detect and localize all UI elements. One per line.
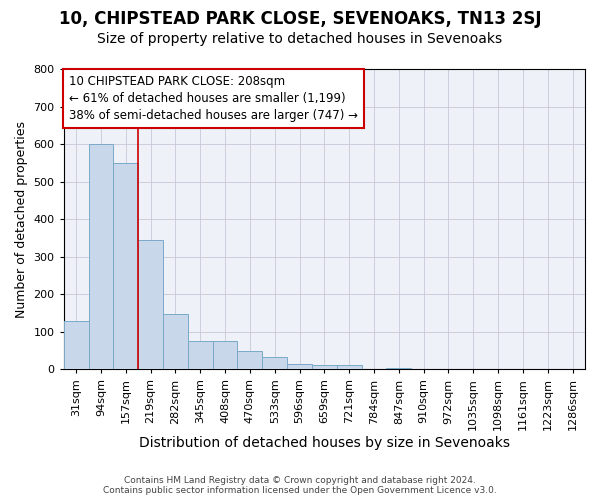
Bar bbox=[337, 365, 362, 370]
Bar bbox=[262, 357, 287, 370]
X-axis label: Distribution of detached houses by size in Sevenoaks: Distribution of detached houses by size … bbox=[139, 436, 510, 450]
Bar bbox=[64, 322, 89, 370]
Text: 10 CHIPSTEAD PARK CLOSE: 208sqm
← 61% of detached houses are smaller (1,199)
38%: 10 CHIPSTEAD PARK CLOSE: 208sqm ← 61% of… bbox=[69, 75, 358, 122]
Text: Contains HM Land Registry data © Crown copyright and database right 2024.
Contai: Contains HM Land Registry data © Crown c… bbox=[103, 476, 497, 495]
Bar bbox=[138, 240, 163, 370]
Y-axis label: Number of detached properties: Number of detached properties bbox=[15, 120, 28, 318]
Bar bbox=[113, 163, 138, 370]
Bar bbox=[212, 342, 238, 369]
Bar bbox=[238, 350, 262, 370]
Text: 10, CHIPSTEAD PARK CLOSE, SEVENOAKS, TN13 2SJ: 10, CHIPSTEAD PARK CLOSE, SEVENOAKS, TN1… bbox=[59, 10, 541, 28]
Bar bbox=[312, 364, 337, 370]
Bar bbox=[89, 144, 113, 370]
Bar bbox=[188, 342, 212, 369]
Bar bbox=[287, 364, 312, 370]
Bar bbox=[163, 314, 188, 370]
Text: Size of property relative to detached houses in Sevenoaks: Size of property relative to detached ho… bbox=[97, 32, 503, 46]
Bar bbox=[386, 368, 411, 370]
